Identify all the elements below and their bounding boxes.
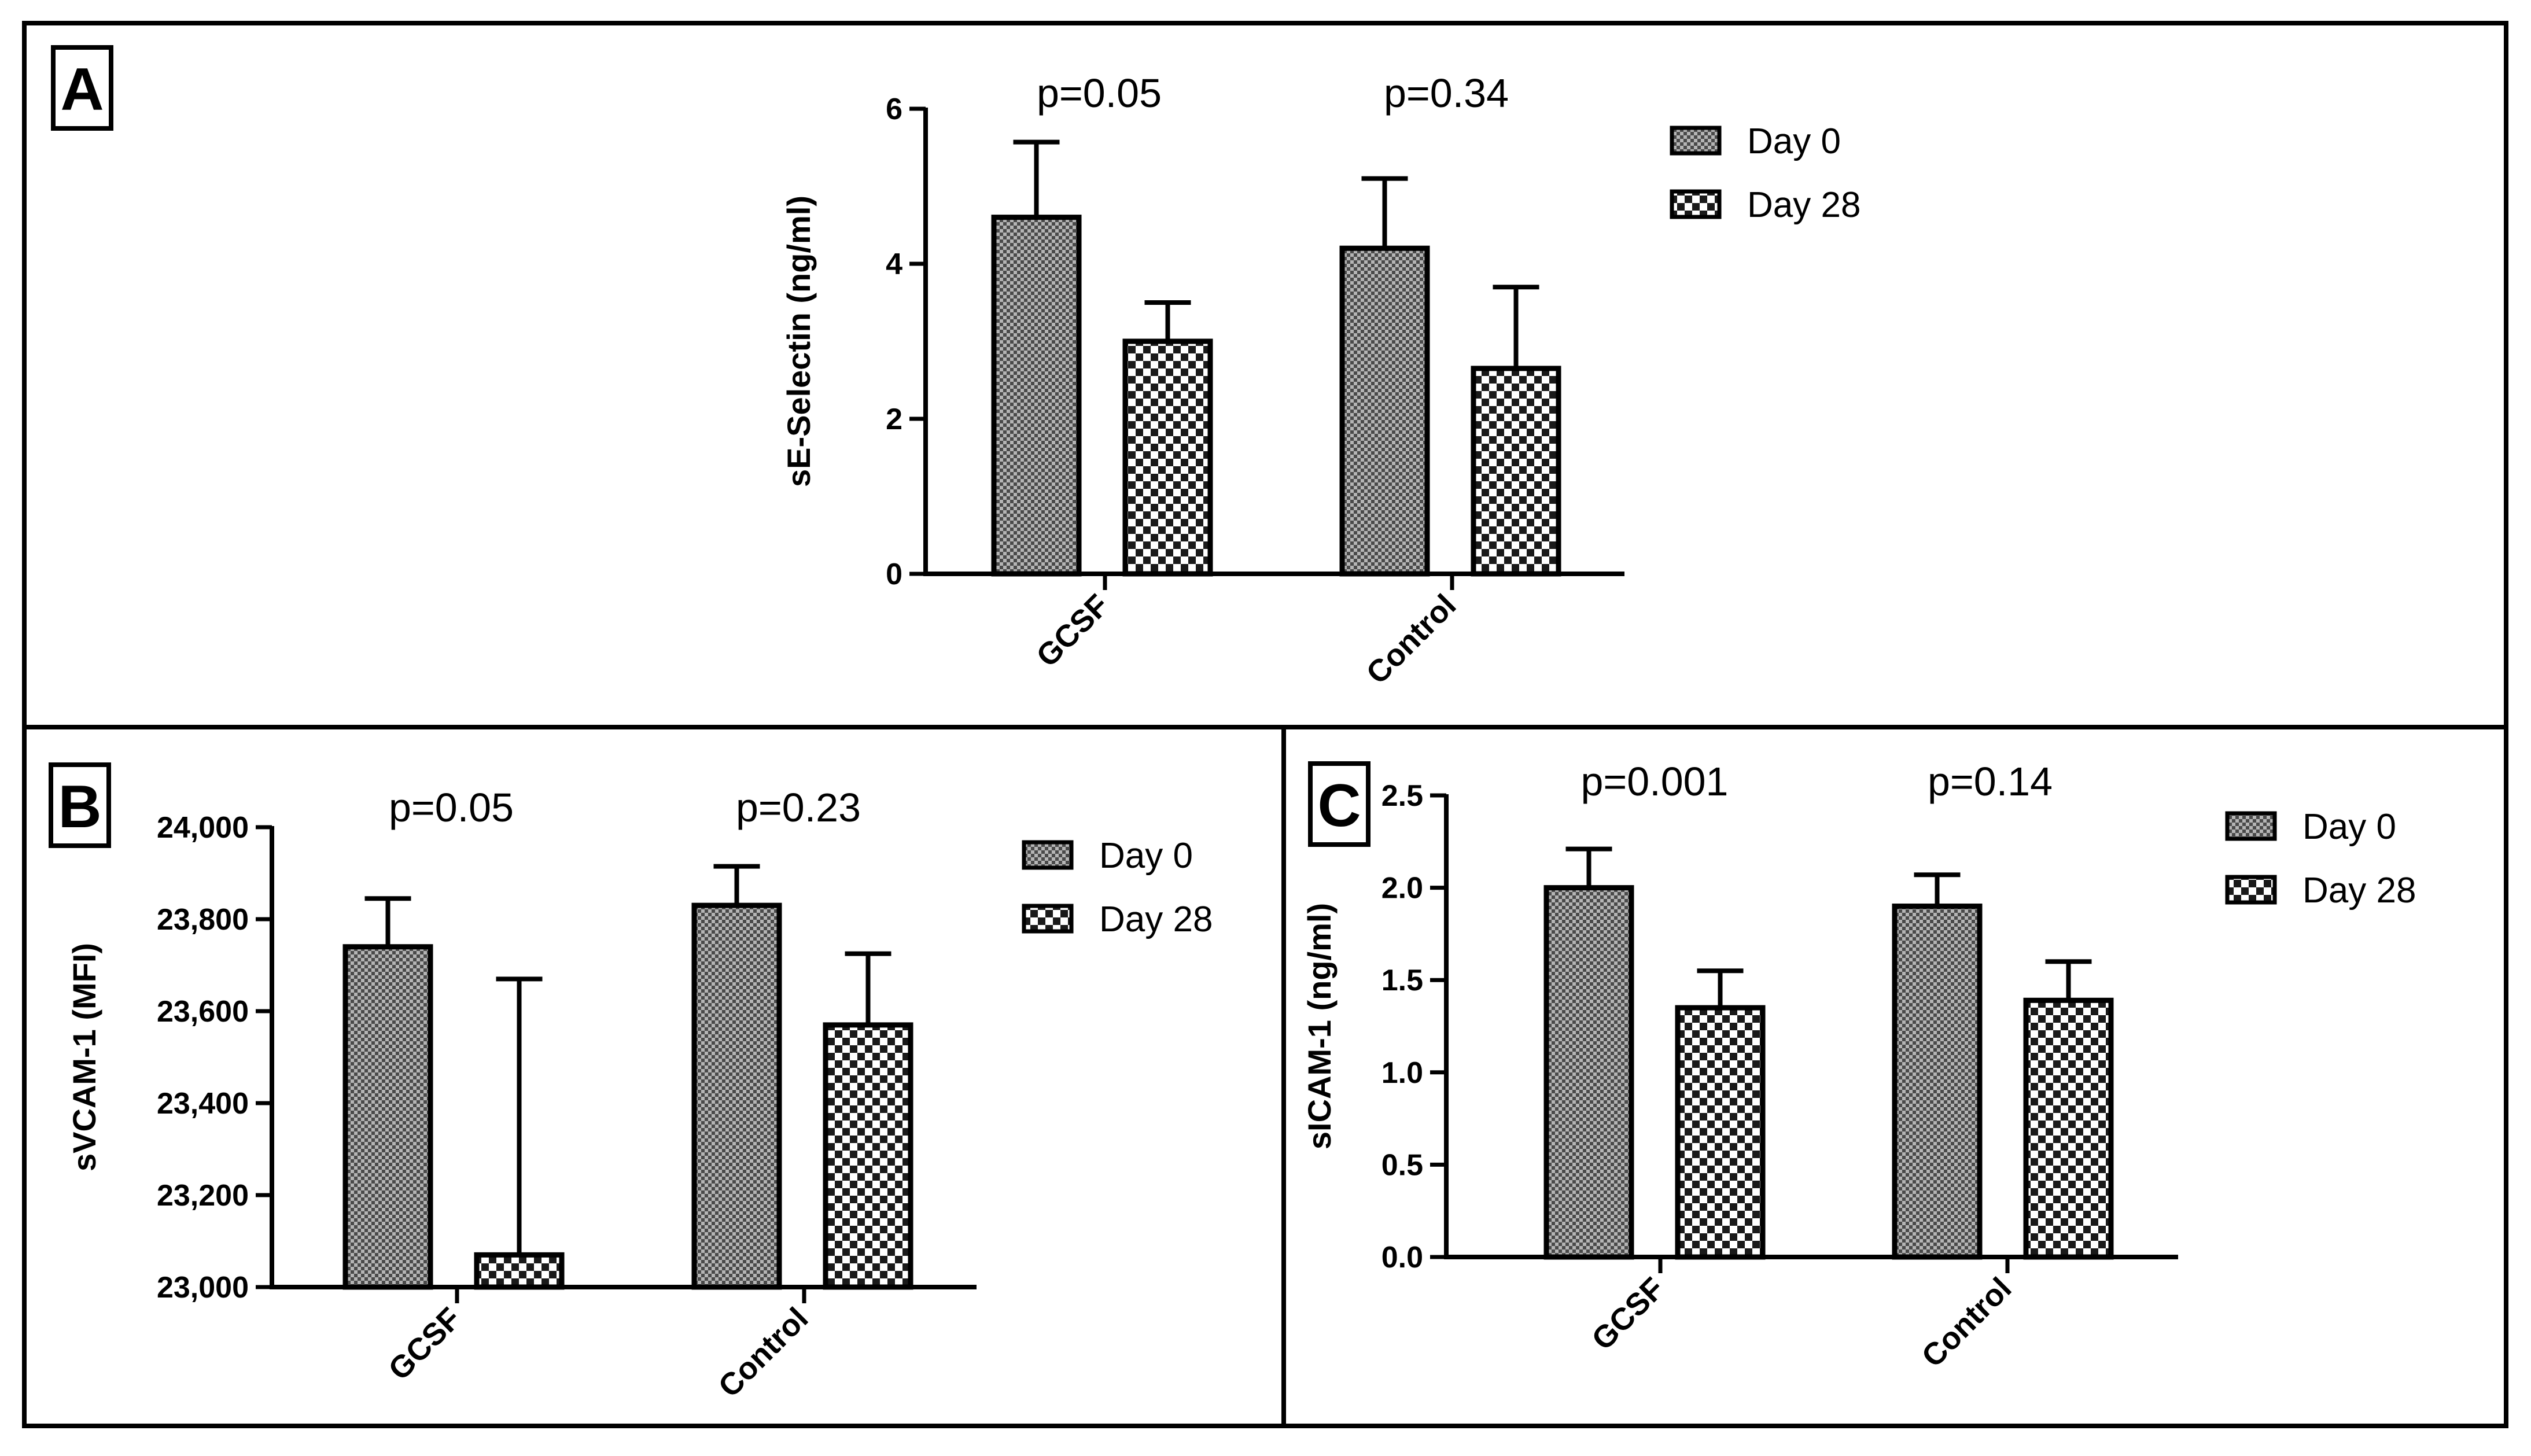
panel-letter-box-b — [49, 762, 111, 848]
p-value-label: p=0.05 — [389, 785, 514, 830]
bar-day0 — [1339, 245, 1430, 577]
bar-day28 — [1471, 366, 1561, 577]
panel-letter-box-c — [1308, 761, 1371, 847]
legend-swatch-day0 — [1022, 840, 1074, 870]
x-category-label: GCSF — [1030, 588, 1116, 674]
y-tick-label: 6 — [886, 93, 902, 126]
figure-frame — [22, 21, 2508, 1428]
p-value-label: p=0.34 — [1384, 71, 1509, 116]
legend-swatch-day0 — [2225, 811, 2277, 841]
bar-day0 — [1892, 904, 1983, 1260]
y-tick-label: 2.0 — [1381, 872, 1423, 905]
bar-day28 — [1675, 1005, 1766, 1260]
y-tick-label: 1.5 — [1381, 964, 1423, 997]
y-tick-label: 23,800 — [157, 903, 249, 937]
bar-day0 — [991, 215, 1082, 577]
bar-day0 — [691, 902, 782, 1290]
legend-label: Day 28 — [2302, 871, 2416, 911]
legend-swatch-day28 — [1670, 189, 1722, 219]
p-value-label: p=0.001 — [1581, 759, 1729, 804]
legend-label: Day 0 — [2302, 807, 2396, 847]
y-tick-label: 4 — [886, 248, 902, 281]
p-value-label: p=0.23 — [736, 785, 861, 830]
x-category-label: Control — [1915, 1271, 2018, 1374]
panel-letter-c: C — [1317, 772, 1361, 839]
y-tick-label: 2 — [886, 403, 902, 436]
y-tick-label: 1.0 — [1381, 1056, 1423, 1090]
x-category-label: Control — [712, 1301, 815, 1404]
x-category-label: GCSF — [1585, 1271, 1671, 1357]
panel-a-chart: 0 2 4 6 sE-Selectin (ng/ml) GCSF Control p=0.05… — [780, 71, 1861, 691]
legend-swatch-day28 — [2225, 875, 2277, 905]
y-axis-title: sICAM-1 (ng/ml) — [1301, 903, 1338, 1149]
panel-letter-box-a — [51, 45, 113, 131]
x-category-label: GCSF — [382, 1301, 468, 1387]
y-tick-label: 23,600 — [157, 995, 249, 1029]
legend-label: Day 0 — [1099, 836, 1193, 876]
legend-swatch-day0 — [1670, 126, 1722, 156]
y-tick-label: 0 — [886, 558, 902, 591]
y-axis-title: sE-Selectin (ng/ml) — [780, 196, 817, 487]
p-value-label: p=0.05 — [1037, 71, 1162, 116]
y-tick-label: 24,000 — [157, 811, 249, 845]
legend-label: Day 28 — [1099, 900, 1213, 939]
panel-c-chart: 0.0 0.5 1.0 1.5 2.0 2.5 sICAM-1 (ng/ml) GCSF Con… — [1301, 759, 2416, 1374]
y-tick-label: 23,400 — [157, 1087, 249, 1120]
panel-b-chart: 23,000 23,200 23,400 23,600 23,800 24,000 sVCA… — [66, 785, 1213, 1404]
y-tick-label: 0.5 — [1381, 1148, 1423, 1182]
legend-swatch-day28 — [1022, 904, 1074, 934]
y-axis-title: sVCAM-1 (MFI) — [66, 943, 102, 1171]
y-tick-label: 23,200 — [157, 1179, 249, 1212]
bar-day28 — [474, 1252, 565, 1290]
bar-day0 — [1543, 885, 1634, 1260]
bar-day28 — [1122, 338, 1213, 577]
y-tick-label: 23,000 — [157, 1271, 249, 1304]
bar-day28 — [823, 1022, 913, 1290]
y-tick-label: 2.5 — [1381, 779, 1423, 813]
p-value-label: p=0.14 — [1928, 759, 2053, 804]
panel-letter-a: A — [60, 56, 104, 123]
legend-label: Day 28 — [1747, 185, 1861, 225]
bar-day28 — [2023, 997, 2114, 1260]
panel-letter-b: B — [58, 773, 101, 841]
x-category-label: Control — [1360, 588, 1462, 691]
bar-day0 — [342, 944, 433, 1290]
y-tick-label: 0.0 — [1381, 1241, 1423, 1274]
legend-label: Day 0 — [1747, 121, 1841, 161]
